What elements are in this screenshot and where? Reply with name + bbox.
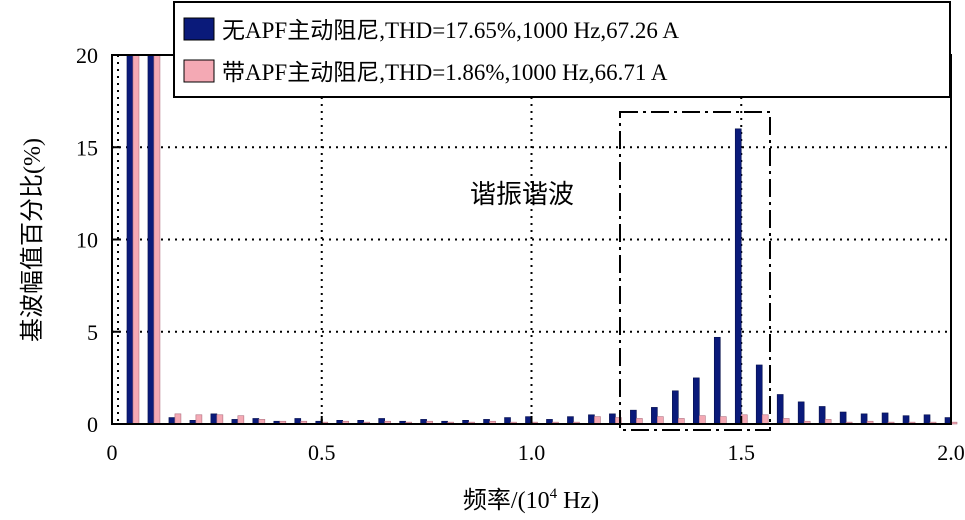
bar-with-apf <box>153 54 161 425</box>
bar-series <box>126 54 958 425</box>
x-axis-title: 频率/(104 Hz) <box>463 486 599 514</box>
legend-swatch-no-apf <box>183 17 215 41</box>
x-tick-label: 0 <box>107 440 118 465</box>
bar-no-apf <box>755 364 763 425</box>
bar-with-apf <box>657 416 664 425</box>
bar-no-apf <box>860 413 868 425</box>
y-axis-ticks: 0 5 10 15 20 <box>76 43 120 437</box>
legend-swatch-with-apf <box>183 59 215 83</box>
bar-no-apf <box>567 416 574 425</box>
x-tick-label: 0.5 <box>308 440 336 465</box>
bar-no-apf <box>818 406 826 425</box>
bar-no-apf <box>147 54 155 425</box>
bar-no-apf <box>713 336 721 425</box>
bar-no-apf <box>210 413 218 425</box>
x-tick-label: 1.0 <box>518 440 546 465</box>
bar-no-apf <box>734 128 742 425</box>
annotation-box-outline <box>619 111 771 431</box>
bar-with-apf <box>174 413 182 425</box>
x-tick-label: 1.5 <box>728 440 756 465</box>
bar-no-apf <box>609 413 616 425</box>
bar-with-apf <box>594 416 601 425</box>
legend-label-with-apf: 带APF主动阻尼,THD=1.86%,1000 Hz,66.71 A <box>222 60 668 85</box>
y-axis-title: 基波幅值百分比(%) <box>19 138 46 342</box>
y-tick-label: 20 <box>76 43 98 68</box>
legend-label-no-apf: 无APF主动阻尼,THD=17.65%,1000 Hz,67.26 A <box>222 18 679 43</box>
bar-no-apf <box>588 414 595 425</box>
bar-no-apf <box>839 411 847 425</box>
bar-no-apf <box>902 415 910 425</box>
legend-box <box>173 1 951 98</box>
y-tick-label: 5 <box>87 320 98 345</box>
bar-with-apf <box>761 414 769 425</box>
bar-no-apf <box>651 407 658 425</box>
bar-no-apf <box>126 54 134 425</box>
resonance-annotation-box <box>619 111 771 431</box>
x-axis-title-suffix: Hz) <box>557 488 599 514</box>
x-axis-title-prefix: 频率/(10 <box>463 487 550 514</box>
bar-no-apf <box>797 401 805 425</box>
bar-with-apf <box>216 414 224 425</box>
bar-no-apf <box>881 412 889 425</box>
plot-frame <box>111 54 952 425</box>
x-axis-title-sup: 4 <box>550 486 558 502</box>
x-tick-label: 2.0 <box>937 440 965 465</box>
bar-no-apf <box>692 377 700 425</box>
bar-with-apf <box>132 54 140 425</box>
bar-no-apf <box>776 394 784 425</box>
x-axis-ticks: 0 0.5 1.0 1.5 2.0 <box>107 416 965 465</box>
bar-with-apf <box>195 414 203 425</box>
bar-with-apf <box>698 415 706 425</box>
grid-lines <box>112 55 951 424</box>
bar-no-apf <box>630 409 637 425</box>
y-tick-label: 15 <box>76 135 98 160</box>
legend: 无APF主动阻尼,THD=17.65%,1000 Hz,67.26 A 带APF… <box>173 1 951 98</box>
bar-with-apf <box>719 416 727 425</box>
bar-no-apf <box>923 414 931 425</box>
bar-no-apf <box>672 390 679 425</box>
annotation-label: 谐振谐波 <box>470 180 574 209</box>
y-tick-label: 0 <box>87 412 98 437</box>
bar-with-apf <box>237 415 245 425</box>
y-tick-label: 10 <box>76 228 98 253</box>
